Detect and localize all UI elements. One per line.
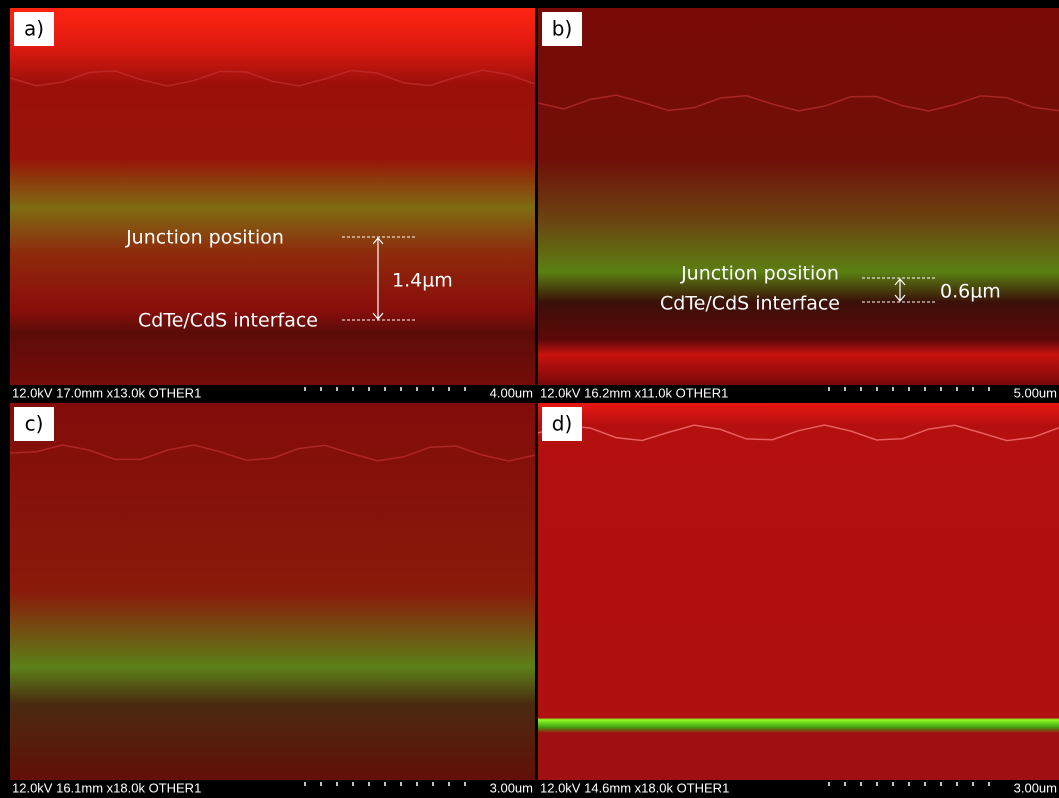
micrograph [10,403,535,780]
junction-label: Junction position [680,263,839,285]
scale-text: 3.00um [1014,780,1057,795]
micrograph [538,403,1059,780]
panel-label: a) [24,17,44,41]
panel-label: d) [552,412,573,436]
micrograph [538,8,1059,385]
info-text: 12.0kV 16.2mm x11.0k OTHER1 [540,385,728,400]
info-text: 12.0kV 17.0mm x13.0k OTHER1 [12,385,201,400]
panel-label: c) [25,412,44,436]
distance-label: 0.6µm [940,281,1001,303]
scale-text: 3.00um [490,780,533,795]
distance-label: 1.4µm [392,270,453,292]
info-text: 12.0kV 16.1mm x18.0k OTHER1 [12,780,201,795]
interface-label: CdTe/CdS interface [660,293,840,315]
info-text: 12.0kV 14.6mm x18.0k OTHER1 [540,780,729,795]
panel: a) 12.0kV 17.0mm x13.0k OTHER1 4.00um Junct… [0,8,535,402]
interface-label: CdTe/CdS interface [138,310,318,332]
scale-text: 4.00um [490,385,533,400]
panel: c) 12.0kV 16.1mm x18.0k OTHER1 3.00um [0,403,535,797]
panel-label: b) [552,17,573,41]
scale-text: 5.00um [1014,385,1057,400]
junction-label: Junction position [125,227,284,249]
panel: d) 12.0kV 14.6mm x18.0k OTHER1 3.00um [536,403,1059,797]
figure: a) 12.0kV 17.0mm x13.0k OTHER1 4.00um Junct… [0,0,1059,798]
panel: b) 12.0kV 16.2mm x11.0k OTHER1 5.00um Junct… [536,8,1059,402]
